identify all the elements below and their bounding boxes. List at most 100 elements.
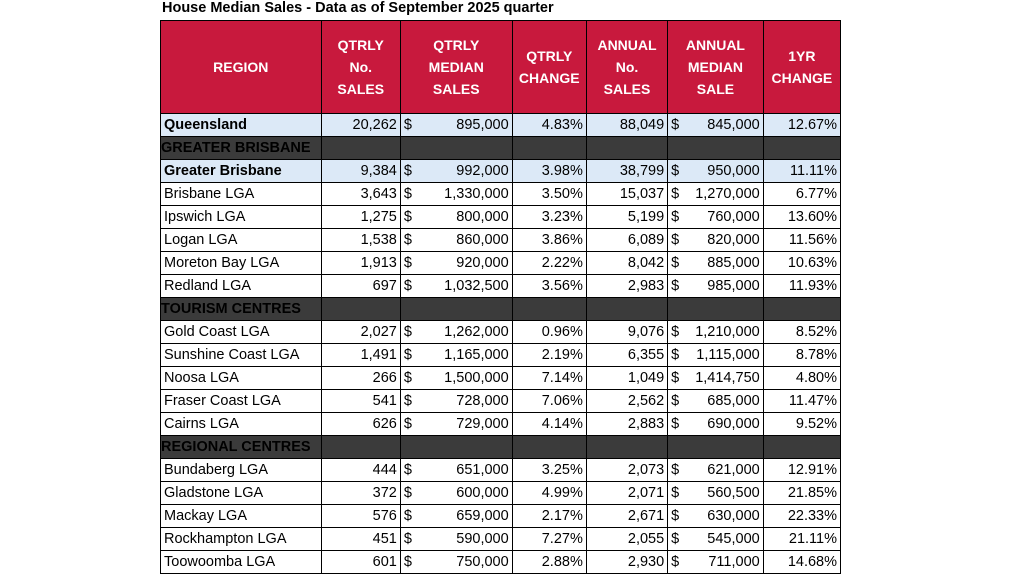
currency-symbol: $ [403, 370, 412, 386]
amount: 600,000 [456, 485, 509, 501]
table-row: Redland LGA 697 $1,032,500 3.56% 2,983 $985,0… [160, 274, 842, 298]
annual-median-cell: $1,270,000 [667, 182, 764, 206]
qtrly-no-sales-cell: 372 [320, 481, 401, 505]
currency-symbol: $ [671, 278, 680, 294]
amount: 750,000 [456, 554, 509, 570]
currency-symbol: $ [403, 508, 412, 524]
header-annual-no-sales: ANNUAL No. SALES [585, 20, 669, 114]
annual-no-sales-cell: 6,089 [585, 228, 669, 252]
header-1yr-change: 1YR CHANGE [762, 20, 842, 114]
1yr-change-cell: 11.47% [762, 389, 842, 413]
section-blank-cell [667, 435, 764, 459]
qtrly-median-cell: $800,000 [399, 205, 513, 229]
currency-symbol: $ [403, 232, 412, 248]
annual-median-cell: $845,000 [667, 113, 764, 137]
section-blank-cell [585, 435, 669, 459]
header-line: 1YR [788, 48, 816, 64]
currency-symbol: $ [671, 485, 680, 501]
region-cell: Fraser Coast LGA [160, 389, 322, 413]
currency-symbol: $ [671, 508, 680, 524]
region-cell: Mackay LGA [160, 504, 322, 528]
section-blank-cell [399, 297, 513, 321]
qtrly-median-cell: $1,330,000 [399, 182, 513, 206]
section-header-row: REGIONAL CENTRES [160, 435, 842, 459]
section-blank-cell [762, 136, 842, 160]
qtrly-median-cell: $1,032,500 [399, 274, 513, 298]
header-line: ANNUAL [685, 37, 745, 53]
currency-symbol: $ [671, 255, 680, 271]
currency-symbol: $ [403, 416, 412, 432]
section-header-row: TOURISM CENTRES [160, 297, 842, 321]
region-cell: Gladstone LGA [160, 481, 322, 505]
section-blank-cell [320, 297, 401, 321]
house-median-sales-table: REGION QTRLY No. SALES QTRLY MEDIAN SALES QT… [160, 20, 842, 574]
header-row: REGION QTRLY No. SALES QTRLY MEDIAN SALES QT… [160, 20, 842, 114]
qtrly-change-cell: 2.19% [511, 343, 587, 367]
region-cell: Sunshine Coast LGA [160, 343, 322, 367]
region-cell: Queensland [160, 113, 322, 137]
currency-symbol: $ [403, 255, 412, 271]
currency-symbol: $ [671, 117, 680, 133]
table-row: Mackay LGA 576 $659,000 2.17% 2,671 $630,000 2… [160, 504, 842, 528]
currency-symbol: $ [671, 462, 680, 478]
amount: 1,414,750 [695, 370, 760, 386]
qtrly-change-cell: 0.96% [511, 320, 587, 344]
annual-median-cell: $630,000 [667, 504, 764, 528]
section-blank-cell [667, 297, 764, 321]
region-cell: Toowoomba LGA [160, 550, 322, 574]
currency-symbol: $ [671, 324, 680, 340]
table-row: Brisbane LGA 3,643 $1,330,000 3.50% 15,037 $1… [160, 182, 842, 206]
qtrly-median-cell: $750,000 [399, 550, 513, 574]
qtrly-change-cell: 4.14% [511, 412, 587, 436]
section-blank-cell [667, 136, 764, 160]
table-body: Queensland 20,262 $895,000 4.83% 88,049 $845,… [160, 113, 842, 574]
qtrly-no-sales-cell: 576 [320, 504, 401, 528]
annual-median-cell: $985,000 [667, 274, 764, 298]
amount: 1,165,000 [444, 347, 509, 363]
qtrly-median-cell: $895,000 [399, 113, 513, 137]
amount: 950,000 [707, 163, 760, 179]
amount: 1,262,000 [444, 324, 509, 340]
qtrly-change-cell: 3.86% [511, 228, 587, 252]
annual-no-sales-cell: 2,071 [585, 481, 669, 505]
currency-symbol: $ [671, 186, 680, 202]
table-row: Toowoomba LGA 601 $750,000 2.88% 2,930 $711,0… [160, 550, 842, 574]
amount: 992,000 [456, 163, 509, 179]
qtrly-median-cell: $728,000 [399, 389, 513, 413]
table-row: Noosa LGA 266 $1,500,000 7.14% 1,049 $1,414,7… [160, 366, 842, 390]
section-label: GREATER BRISBANE [160, 136, 322, 160]
qtrly-no-sales-cell: 451 [320, 527, 401, 551]
header-line: No. [349, 59, 373, 75]
amount: 820,000 [707, 232, 760, 248]
annual-no-sales-cell: 5,199 [585, 205, 669, 229]
annual-no-sales-cell: 15,037 [585, 182, 669, 206]
1yr-change-cell: 4.80% [762, 366, 842, 390]
header-region: REGION [160, 20, 322, 114]
header-annual-median-sale: ANNUAL MEDIAN SALE [667, 20, 764, 114]
table-row: Logan LGA 1,538 $860,000 3.86% 6,089 $820,000… [160, 228, 842, 252]
amount: 895,000 [456, 117, 509, 133]
1yr-change-cell: 11.56% [762, 228, 842, 252]
qtrly-median-cell: $920,000 [399, 251, 513, 275]
qtrly-median-cell: $590,000 [399, 527, 513, 551]
annual-median-cell: $760,000 [667, 205, 764, 229]
annual-no-sales-cell: 2,055 [585, 527, 669, 551]
1yr-change-cell: 8.78% [762, 343, 842, 367]
annual-median-cell: $950,000 [667, 159, 764, 183]
qtrly-change-cell: 7.06% [511, 389, 587, 413]
annual-no-sales-cell: 2,562 [585, 389, 669, 413]
region-cell: Cairns LGA [160, 412, 322, 436]
qtrly-change-cell: 4.83% [511, 113, 587, 137]
region-cell: Redland LGA [160, 274, 322, 298]
currency-symbol: $ [403, 347, 412, 363]
amount: 545,000 [707, 531, 760, 547]
qtrly-no-sales-cell: 1,275 [320, 205, 401, 229]
qtrly-no-sales-cell: 2,027 [320, 320, 401, 344]
section-blank-cell [762, 297, 842, 321]
annual-median-cell: $711,000 [667, 550, 764, 574]
annual-no-sales-cell: 2,883 [585, 412, 669, 436]
amount: 659,000 [456, 508, 509, 524]
currency-symbol: $ [403, 117, 412, 133]
amount: 685,000 [707, 393, 760, 409]
table-row: Gladstone LGA 372 $600,000 4.99% 2,071 $560,5… [160, 481, 842, 505]
